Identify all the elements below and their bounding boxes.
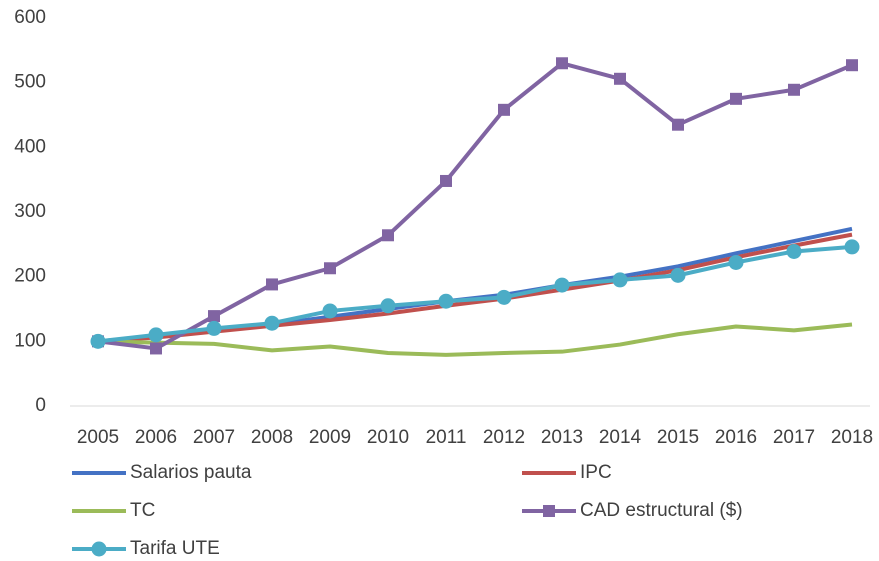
y-tick-label: 200 [14, 266, 46, 287]
x-tick-label: 2007 [193, 427, 235, 448]
marker [496, 289, 512, 305]
marker [786, 243, 802, 259]
x-tick-label: 2011 [426, 427, 467, 448]
marker [846, 59, 858, 72]
marker [440, 174, 452, 187]
marker [554, 277, 570, 293]
marker [670, 267, 686, 283]
marker [264, 315, 280, 331]
y-tick-label: 300 [14, 201, 46, 222]
marker [266, 278, 278, 291]
x-tick-label: 2008 [251, 427, 293, 448]
marker [91, 541, 107, 557]
marker [556, 57, 568, 70]
x-tick-label: 2016 [715, 427, 757, 448]
marker [498, 103, 510, 116]
marker [788, 83, 800, 96]
marker [324, 262, 336, 275]
y-tick-label: 500 [14, 72, 46, 93]
series-line [97, 232, 853, 344]
marker [844, 239, 860, 255]
x-tick-label: 2006 [135, 427, 177, 448]
marker [543, 505, 555, 517]
y-tick-label: 100 [14, 330, 46, 351]
x-tick-label: 2010 [367, 427, 409, 448]
marker [614, 72, 626, 85]
legend-label: TC [130, 500, 155, 521]
legend-label: Salarios pauta [130, 462, 252, 483]
legend-label: CAD estructural ($) [580, 500, 743, 521]
marker [148, 327, 164, 343]
x-tick-label: 2017 [773, 427, 815, 448]
series-line [97, 61, 853, 351]
marker [90, 333, 106, 349]
marker [382, 229, 394, 242]
marker [208, 310, 220, 323]
y-tick-label: 0 [35, 395, 46, 416]
x-tick-label: 2018 [831, 427, 873, 448]
marker [438, 293, 454, 309]
y-tick-label: 600 [14, 7, 46, 28]
marker [728, 254, 744, 270]
legend-label: IPC [580, 462, 612, 483]
x-tick-label: 2014 [599, 427, 642, 448]
y-tick-label: 400 [14, 136, 46, 157]
marker [612, 272, 628, 288]
x-tick-label: 2013 [541, 427, 583, 448]
marker [206, 320, 222, 336]
x-tick-label: 2005 [77, 427, 119, 448]
marker [380, 298, 396, 314]
legend-label: Tarifa UTE [130, 538, 220, 559]
marker [672, 118, 684, 131]
marker [150, 342, 162, 355]
marker [322, 303, 338, 319]
series-line [97, 322, 853, 357]
marker [730, 92, 742, 105]
x-tick-label: 2015 [657, 427, 699, 448]
x-tick-label: 2012 [483, 427, 525, 448]
series-line [97, 244, 853, 344]
x-tick-label: 2009 [309, 427, 351, 448]
